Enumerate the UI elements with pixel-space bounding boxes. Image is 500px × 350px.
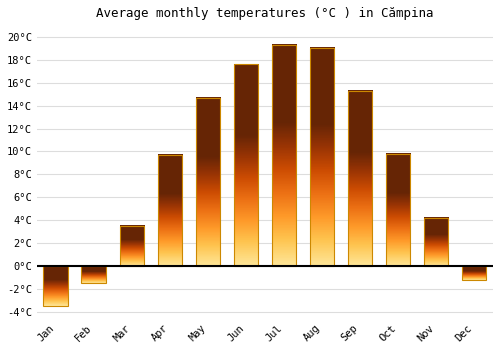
Bar [424,218,448,266]
Bar [272,45,296,266]
Bar [44,266,68,306]
Bar [462,266,486,280]
Bar [234,64,258,266]
Title: Average monthly temperatures (°C ) in Cămpina: Average monthly temperatures (°C ) in Că… [96,7,434,20]
Bar [82,266,106,284]
Bar [310,48,334,266]
Bar [348,91,372,266]
Bar [386,154,410,266]
Bar [120,226,144,266]
Bar [158,155,182,266]
Bar [196,98,220,266]
